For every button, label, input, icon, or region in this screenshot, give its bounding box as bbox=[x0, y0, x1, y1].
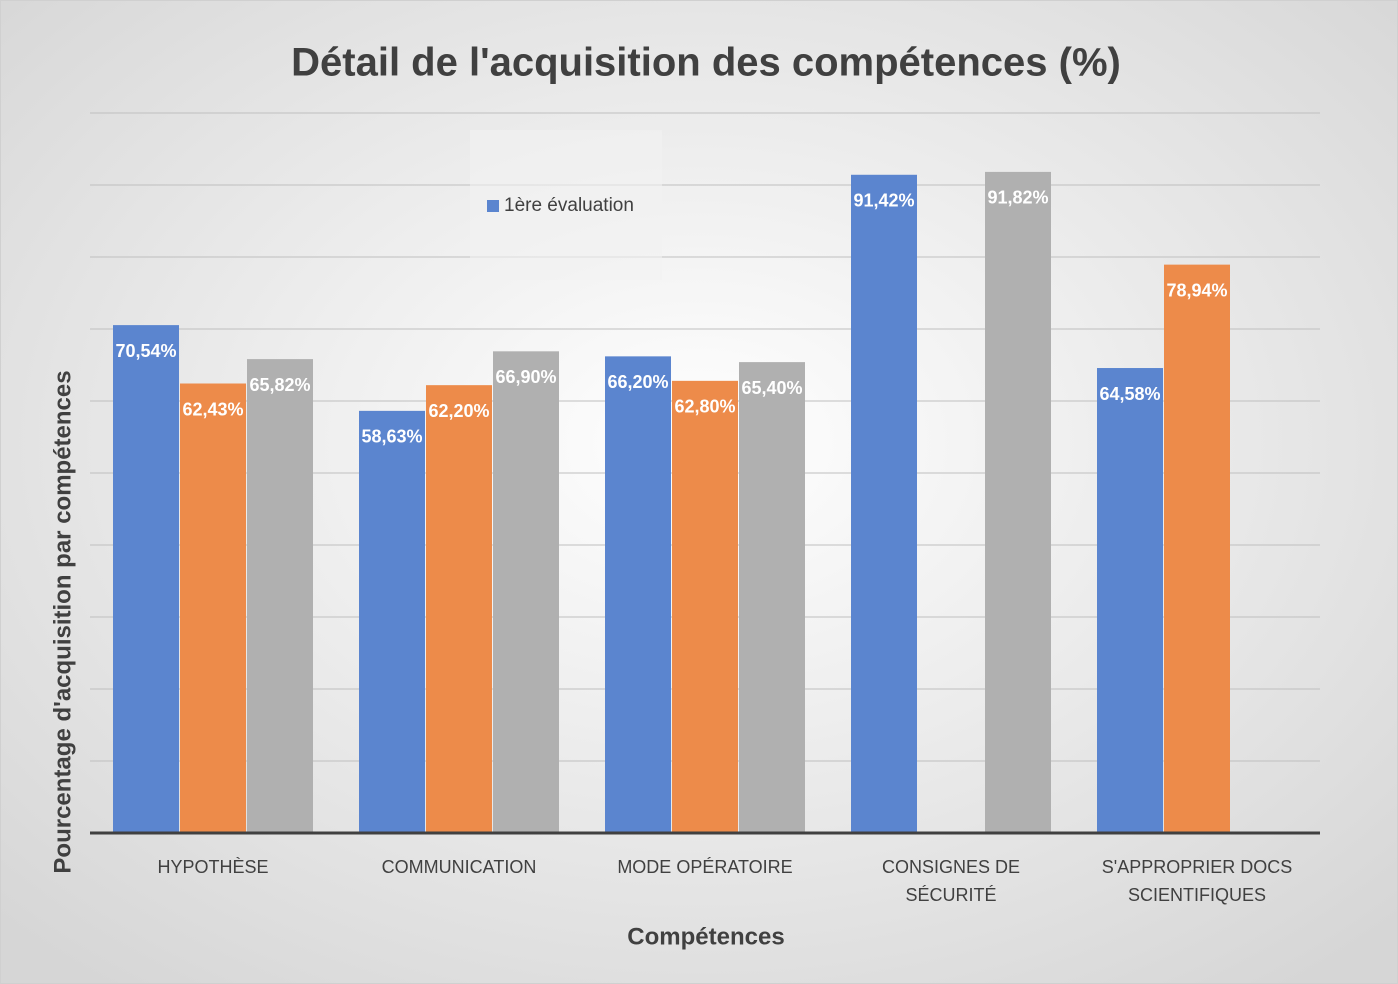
legend-label: 1ère évaluation bbox=[504, 195, 634, 216]
bar bbox=[113, 325, 179, 833]
x-tick-label: MODE OPÉRATOIRE bbox=[617, 857, 793, 877]
x-axis-title: Compétences bbox=[627, 923, 784, 950]
x-tick-label: HYPOTHÈSE bbox=[157, 857, 269, 877]
legend-box bbox=[470, 130, 662, 280]
data-label: 91,42% bbox=[853, 191, 914, 211]
chart-title: Détail de l'acquisition des compétences … bbox=[291, 41, 1121, 85]
data-label: 62,43% bbox=[182, 399, 243, 419]
data-label: 70,54% bbox=[115, 341, 176, 361]
bar bbox=[1164, 264, 1230, 834]
bar bbox=[1097, 368, 1163, 833]
bar bbox=[605, 356, 671, 833]
y-axis-title: Pourcentage d'acquisition par compétence… bbox=[49, 370, 76, 873]
legend: 1ère évaluation bbox=[487, 195, 634, 216]
bar bbox=[180, 383, 246, 833]
bar bbox=[672, 380, 738, 833]
bars bbox=[113, 171, 1230, 834]
bar bbox=[851, 174, 917, 833]
data-label: 62,80% bbox=[674, 397, 735, 417]
data-label: 91,82% bbox=[987, 188, 1048, 208]
bar bbox=[739, 362, 805, 833]
x-tick-label: S'APPROPRIER DOCS SCIENTIFIQUES bbox=[1101, 857, 1293, 905]
data-label: 65,40% bbox=[741, 378, 802, 398]
bar bbox=[493, 351, 559, 833]
data-label: 66,20% bbox=[607, 372, 668, 392]
data-label: 78,94% bbox=[1166, 280, 1227, 300]
data-label: 66,90% bbox=[495, 367, 556, 387]
data-label: 65,82% bbox=[249, 375, 310, 395]
x-tick-label: CONSIGNES DE SÉCURITÉ bbox=[881, 857, 1021, 905]
bar bbox=[247, 359, 313, 833]
bar bbox=[359, 410, 425, 833]
data-label: 62,20% bbox=[428, 401, 489, 421]
data-labels: 70,54% 62,43% 65,82% 58,63% 62,20% 66,90% 66,2… bbox=[115, 188, 1227, 447]
bar bbox=[426, 385, 492, 833]
x-tick-label: COMMUNICATION bbox=[381, 857, 537, 877]
bar bbox=[985, 171, 1051, 833]
data-label: 64,58% bbox=[1099, 384, 1160, 404]
data-label: 58,63% bbox=[361, 427, 422, 447]
legend-swatch bbox=[487, 200, 499, 212]
